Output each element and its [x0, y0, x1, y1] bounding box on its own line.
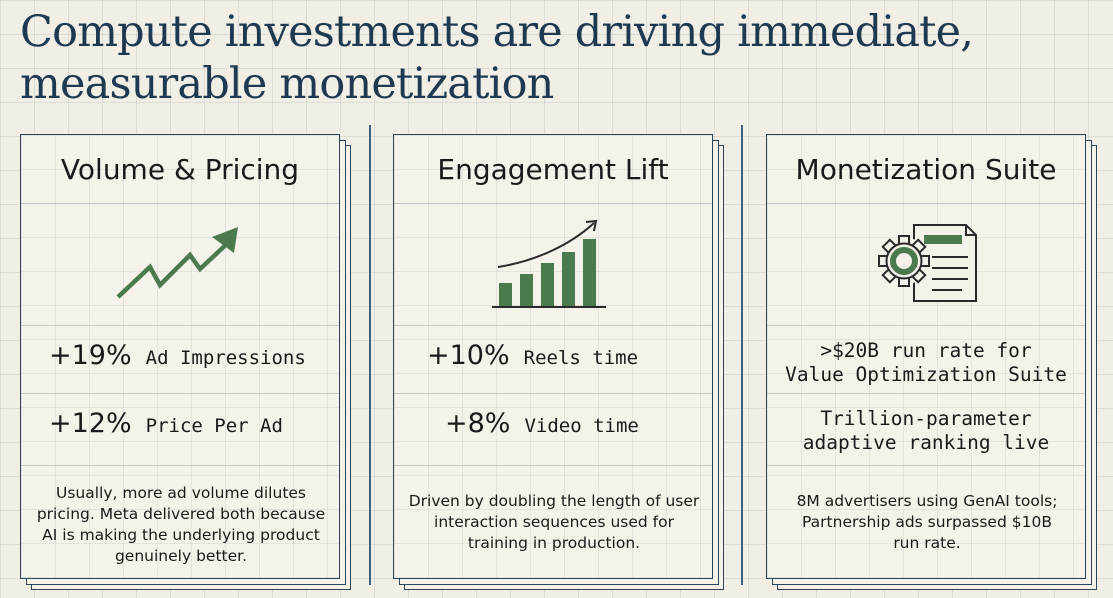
statement-adaptive-ranking: Trillion-parameter adaptive ranking live	[767, 407, 1085, 455]
divider-line	[21, 465, 339, 466]
statement-line: adaptive ranking live	[802, 431, 1050, 454]
card-face: Engagement Lift +10% Reels time +8% Vide…	[393, 134, 713, 579]
metric-price-per-ad: +12% Price Per Ad	[21, 408, 367, 448]
card-title: Engagement Lift	[437, 153, 669, 186]
page-title: Compute investments are driving immediat…	[20, 6, 1100, 110]
growth-bar-chart-icon	[394, 211, 712, 321]
divider-line	[767, 465, 1085, 466]
metric-video-time: +8% Video time	[394, 408, 763, 448]
metric-label: Ad Impressions	[145, 347, 306, 369]
metric-label: Reels time	[523, 347, 639, 369]
divider-line	[394, 203, 712, 204]
statement-value-optimization: >$20B run rate for Value Optimization Su…	[767, 339, 1085, 387]
page-title-line-1: Compute investments are driving immediat…	[20, 7, 974, 57]
card-volume-pricing: Volume & Pricing +19% Ad Impressions +12…	[20, 134, 351, 590]
metric-label: Price Per Ad	[145, 415, 283, 437]
card-title: Volume & Pricing	[60, 153, 300, 186]
card-monetization-suite: Monetization Suite	[766, 134, 1097, 590]
metric-reels-time: +10% Reels time	[394, 340, 745, 380]
divider-line	[767, 325, 1085, 326]
metric-value: +10%	[427, 340, 510, 371]
statement-line: Trillion-parameter	[820, 407, 1032, 430]
divider-line	[394, 393, 712, 394]
divider-line	[767, 393, 1085, 394]
card-face: Monetization Suite	[766, 134, 1086, 579]
metric-label: Video time	[524, 415, 639, 437]
card-face: Volume & Pricing +19% Ad Impressions +12…	[20, 134, 340, 579]
column-divider-right	[741, 125, 743, 585]
divider-line	[21, 203, 339, 204]
statement-line: Value Optimization Suite	[785, 363, 1067, 386]
card-title: Monetization Suite	[795, 153, 1057, 186]
page-title-line-2: measurable monetization	[20, 59, 554, 109]
column-divider-left	[369, 125, 371, 585]
trending-up-arrow-icon	[21, 211, 339, 321]
metric-value: +8%	[445, 408, 511, 439]
card-note: Driven by doubling the length of user in…	[408, 492, 700, 552]
card-note: Usually, more ad volume dilutes pricing.…	[36, 484, 326, 565]
divider-line	[767, 203, 1085, 204]
statement-line: >$20B run rate for	[820, 339, 1032, 362]
metric-ad-impressions: +19% Ad Impressions	[21, 340, 367, 380]
card-engagement-lift: Engagement Lift +10% Reels time +8% Vide…	[393, 134, 724, 590]
divider-line	[394, 325, 712, 326]
metric-value: +19%	[49, 340, 132, 371]
divider-line	[21, 325, 339, 326]
divider-line	[21, 393, 339, 394]
card-note: 8M advertisers using GenAI tools; Partne…	[796, 492, 1058, 552]
metric-value: +12%	[49, 408, 132, 439]
gear-document-icon	[767, 211, 1085, 321]
divider-line	[394, 465, 712, 466]
